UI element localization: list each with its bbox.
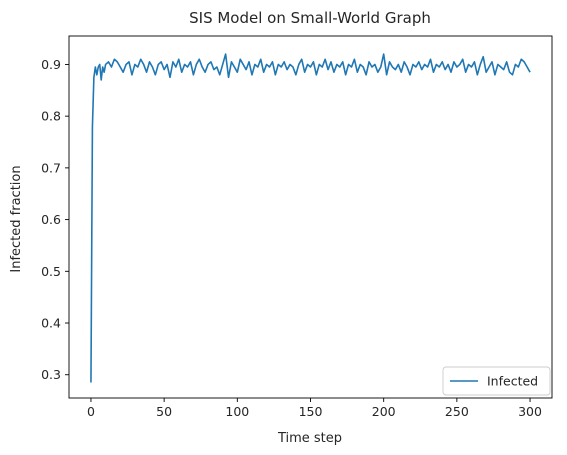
y-axis-label: Infected fraction	[9, 165, 24, 272]
x-tick-label: 200	[372, 404, 396, 419]
y-tick-label: 0.6	[41, 212, 61, 227]
chart-title: SIS Model on Small-World Graph	[189, 9, 431, 27]
y-tick-label: 0.3	[41, 367, 61, 382]
x-tick-label: 0	[87, 404, 95, 419]
x-tick-label: 250	[445, 404, 469, 419]
legend-label-infected: Infected	[487, 374, 538, 389]
x-axis-label: Time step	[277, 431, 342, 446]
y-tick-label: 0.4	[41, 316, 61, 331]
x-tick-label: 50	[156, 404, 172, 419]
x-tick-label: 150	[299, 404, 323, 419]
y-tick-label: 0.8	[41, 109, 61, 124]
y-axis-ticks: 0.3 0.4 0.5 0.6 0.7 0.8 0.9	[41, 57, 69, 382]
series-line-infected	[90, 53, 531, 383]
y-tick-label: 0.5	[41, 264, 61, 279]
legend: Infected	[442, 366, 551, 396]
legend-box	[442, 366, 551, 396]
x-tick-label: 100	[225, 404, 249, 419]
y-tick-label: 0.9	[41, 57, 61, 72]
plot-frame	[68, 35, 553, 399]
y-tick-label: 0.7	[41, 160, 61, 175]
x-tick-label: 300	[518, 404, 542, 419]
x-axis-ticks: 0 50 100 150 200 250 300	[87, 398, 542, 419]
